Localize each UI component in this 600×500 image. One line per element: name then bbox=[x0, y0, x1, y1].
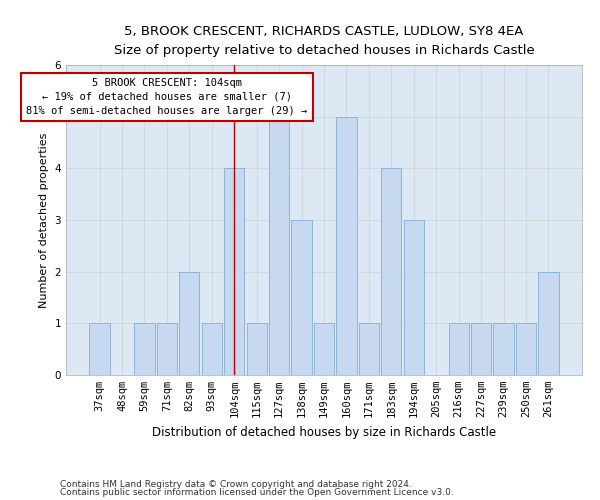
Y-axis label: Number of detached properties: Number of detached properties bbox=[39, 132, 49, 308]
Bar bbox=[471, 324, 491, 375]
Text: Contains public sector information licensed under the Open Government Licence v3: Contains public sector information licen… bbox=[60, 488, 454, 497]
Text: 5 BROOK CRESCENT: 104sqm
← 19% of detached houses are smaller (7)
81% of semi-de: 5 BROOK CRESCENT: 104sqm ← 19% of detach… bbox=[26, 78, 308, 116]
Bar bbox=[89, 324, 110, 375]
Bar bbox=[179, 272, 199, 375]
Text: Contains HM Land Registry data © Crown copyright and database right 2024.: Contains HM Land Registry data © Crown c… bbox=[60, 480, 412, 489]
Bar bbox=[247, 324, 267, 375]
Bar bbox=[157, 324, 177, 375]
Bar bbox=[359, 324, 379, 375]
Title: 5, BROOK CRESCENT, RICHARDS CASTLE, LUDLOW, SY8 4EA
Size of property relative to: 5, BROOK CRESCENT, RICHARDS CASTLE, LUDL… bbox=[113, 25, 535, 57]
Bar bbox=[224, 168, 244, 375]
Bar bbox=[337, 116, 356, 375]
Bar bbox=[202, 324, 222, 375]
Bar bbox=[449, 324, 469, 375]
Bar bbox=[516, 324, 536, 375]
Bar bbox=[292, 220, 311, 375]
Bar bbox=[493, 324, 514, 375]
X-axis label: Distribution of detached houses by size in Richards Castle: Distribution of detached houses by size … bbox=[152, 426, 496, 438]
Bar bbox=[134, 324, 155, 375]
Bar bbox=[314, 324, 334, 375]
Bar bbox=[381, 168, 401, 375]
Bar bbox=[269, 116, 289, 375]
Bar bbox=[404, 220, 424, 375]
Bar bbox=[538, 272, 559, 375]
